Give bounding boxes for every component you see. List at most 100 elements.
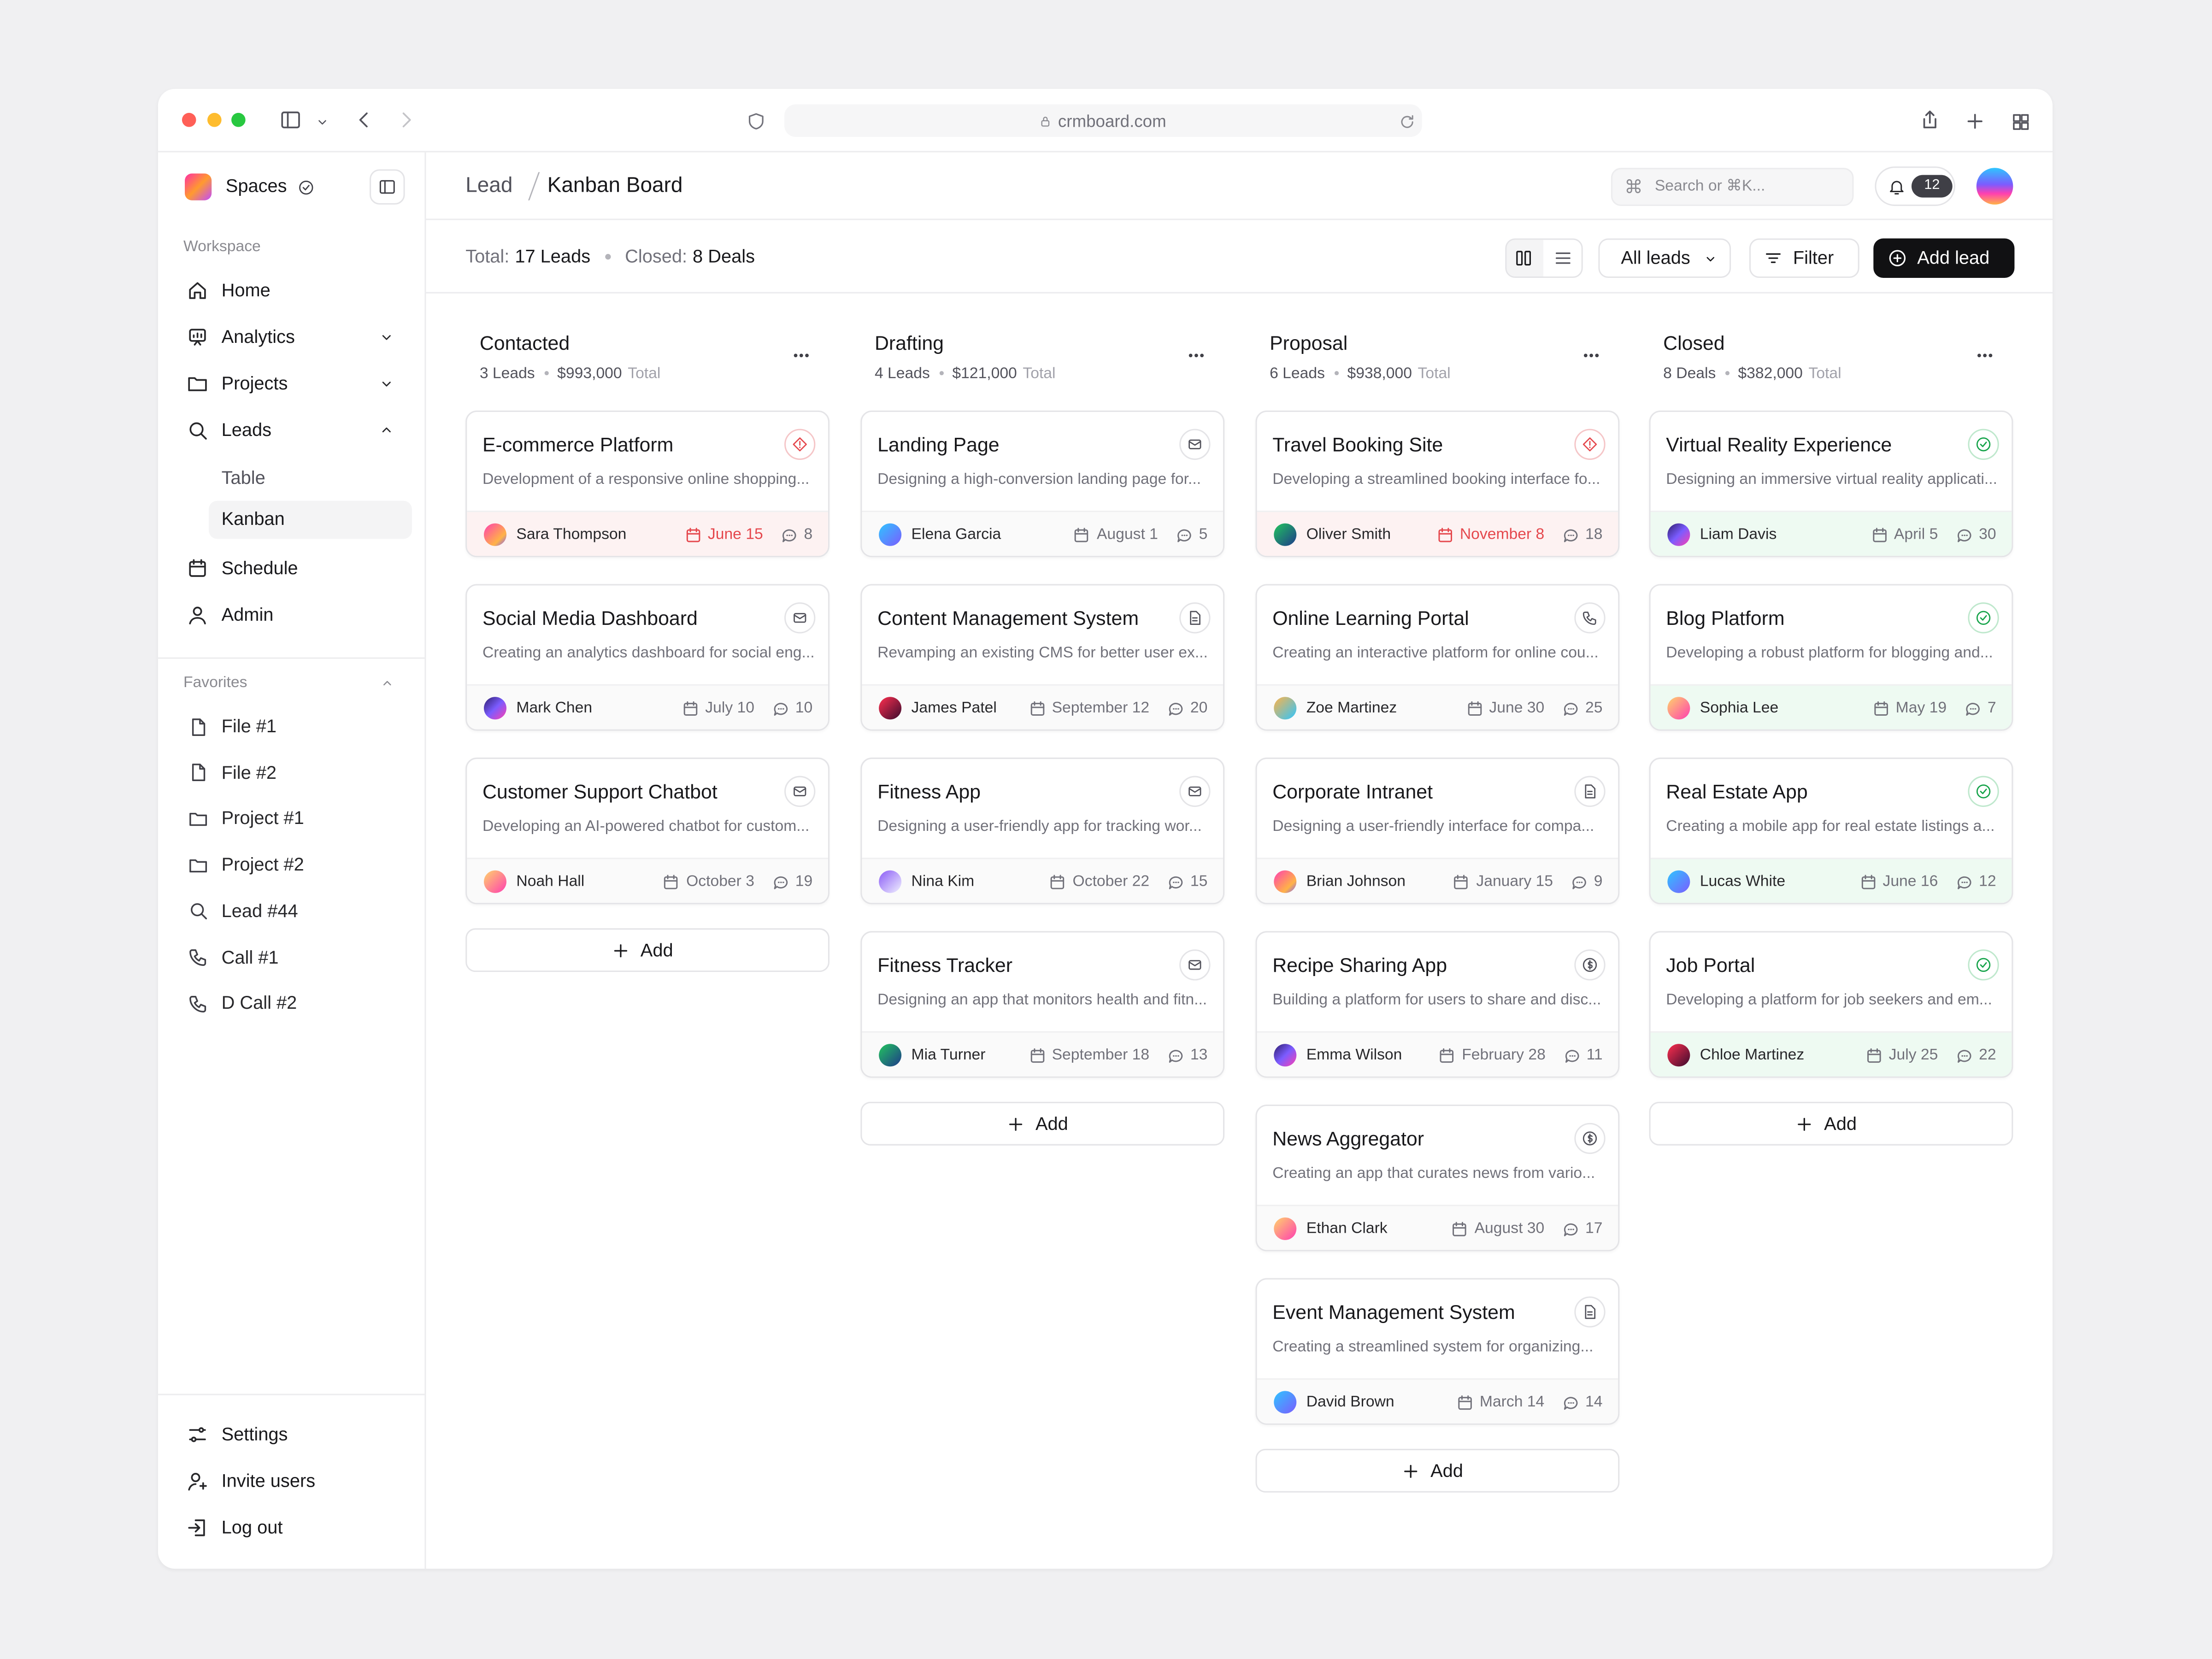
lead-card[interactable]: Travel Booking Site Developing a streamli…: [1255, 410, 1620, 558]
add-card-label: Add: [1035, 1112, 1068, 1134]
due-date: October 22: [1072, 873, 1150, 890]
card-meta: June 30 25: [1426, 697, 1603, 719]
card-footer: [1650, 684, 2012, 729]
comment-count: 18: [1585, 526, 1603, 543]
lead-card[interactable]: Real Estate App Creating a mobile app for…: [1649, 757, 2013, 905]
add-card-label: Add: [640, 939, 673, 960]
icon: [614, 943, 628, 957]
card-description: Designing a high-conversion landing page…: [877, 471, 1201, 488]
divider: [158, 657, 425, 659]
lead-select[interactable]: [1598, 238, 1731, 278]
card-description: Developing a robust platform for bloggin…: [1666, 644, 1993, 662]
card-title: Blog Platform: [1666, 606, 1785, 629]
icon: [189, 329, 206, 346]
icon: [1564, 1396, 1577, 1409]
lead-card[interactable]: Recipe Sharing App Building a platform fo…: [1255, 931, 1620, 1078]
owner-avatar: [484, 870, 506, 893]
lead-card[interactable]: Social Media Dashboard Creating an analyt…: [465, 584, 830, 731]
nav-item[interactable]: [181, 272, 412, 309]
traffic-light[interactable]: [231, 112, 246, 127]
card-meta: June 16 12: [1820, 871, 1996, 893]
icon: [318, 119, 326, 124]
lead-card[interactable]: News Aggregator Creating an app that cura…: [1255, 1104, 1620, 1252]
card-meta: April 5 30: [1820, 524, 1996, 546]
lead-card[interactable]: Blog Platform Developing a robust platfor…: [1649, 584, 2013, 731]
card-title: News Aggregator: [1272, 1127, 1424, 1150]
search[interactable]: [1611, 168, 1854, 206]
url-bar[interactable]: [784, 104, 1422, 137]
due-date: February 28: [1462, 1047, 1546, 1064]
column-title: Proposal: [1270, 331, 1348, 354]
icon: [1798, 1117, 1811, 1130]
lead-card[interactable]: E-commerce Platform Development of a resp…: [465, 410, 830, 558]
icon: [382, 335, 391, 340]
card-footer: [1257, 511, 1618, 556]
comment-count: 9: [1594, 873, 1603, 890]
lead-card[interactable]: Event Management System Creating a stream…: [1255, 1278, 1620, 1425]
icon: [190, 903, 206, 920]
notification-count: 12: [1924, 177, 1940, 194]
lead-card[interactable]: Job Portal Developing a platform for job …: [1649, 931, 2013, 1078]
icon: [1555, 252, 1571, 264]
owner-name: Sophia Lee: [1700, 700, 1779, 717]
card-footer: [862, 858, 1224, 903]
icon: [1404, 1464, 1418, 1477]
nav-item[interactable]: [181, 412, 412, 449]
notifications[interactable]: [1875, 166, 1955, 206]
total-value: 17 Leads: [515, 245, 591, 267]
column-count: 3 Leads: [479, 365, 535, 382]
filter-button[interactable]: [1749, 238, 1859, 278]
lead-card[interactable]: Customer Support Chatbot Developing an AI…: [465, 757, 830, 905]
add-card-button[interactable]: [1255, 1448, 1620, 1493]
comment-count: 15: [1190, 873, 1208, 890]
owner-name: Brian Johnson: [1306, 873, 1406, 890]
card-footer: [467, 511, 828, 556]
lead-card[interactable]: Fitness App Designing a user-friendly app…: [860, 757, 1225, 905]
user-avatar[interactable]: [1976, 168, 2013, 205]
icon: [1957, 529, 1971, 541]
owner-avatar: [1274, 697, 1297, 720]
icon: [1957, 876, 1971, 889]
nav-item[interactable]: [181, 365, 412, 402]
favorite-label: Project #1: [221, 807, 304, 829]
nav-label: Admin: [221, 604, 274, 625]
add-card-button[interactable]: [860, 1101, 1225, 1146]
lead-card[interactable]: Virtual Reality Experience Designing an i…: [1649, 410, 2013, 558]
comment-count: 5: [1199, 526, 1208, 543]
nav-item[interactable]: [181, 319, 412, 356]
traffic-light[interactable]: [206, 112, 221, 127]
card-description: Creating an app that curates news from v…: [1272, 1165, 1595, 1182]
card-meta: August 30 17: [1426, 1218, 1603, 1240]
owner-avatar: [1274, 1217, 1297, 1240]
separator-dot: [1334, 371, 1339, 376]
traffic-light[interactable]: [182, 112, 196, 127]
status-icon: [1179, 602, 1211, 634]
lead-card[interactable]: Landing Page Designing a high-conversion …: [860, 410, 1225, 558]
add-card-button[interactable]: [465, 928, 830, 972]
owner-name: Sara Thompson: [516, 526, 627, 543]
collapse-sidebar[interactable]: [370, 169, 405, 205]
icon: [1188, 786, 1201, 796]
icon: [1565, 1049, 1579, 1062]
lead-card[interactable]: Content Management System Revamping an ex…: [860, 584, 1225, 731]
status-icon: [784, 776, 816, 807]
lead-card[interactable]: Corporate Intranet Designing a user-frien…: [1255, 757, 1620, 905]
nav-label: Projects: [221, 372, 288, 394]
closed-label: Closed:: [625, 245, 688, 267]
icon: [382, 680, 391, 685]
icon: [382, 382, 391, 387]
icon: [1467, 700, 1482, 715]
card-title: Fitness App: [877, 780, 981, 803]
card-title: Virtual Reality Experience: [1666, 433, 1892, 456]
owner-name: Elena Garcia: [911, 526, 1001, 543]
card-title: Job Portal: [1666, 953, 1755, 977]
status-icon: [1574, 429, 1606, 460]
icon: [794, 353, 809, 358]
icon: [189, 1427, 206, 1442]
icon: [1965, 702, 1980, 715]
icon: [1564, 1223, 1577, 1236]
lead-card[interactable]: Fitness Tracker Designing an app that mon…: [860, 931, 1225, 1078]
owner-avatar: [1667, 697, 1690, 720]
lead-card[interactable]: Online Learning Portal Creating an intera…: [1255, 584, 1620, 731]
add-card-button[interactable]: [1649, 1101, 2013, 1146]
